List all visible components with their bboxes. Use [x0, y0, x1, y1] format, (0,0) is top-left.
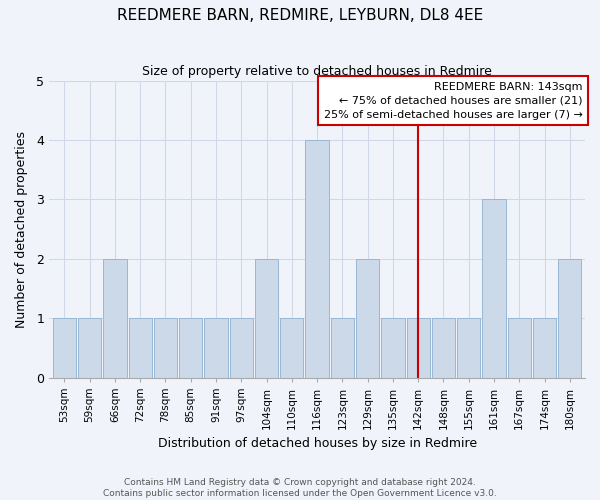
- Text: REEDMERE BARN: 143sqm
← 75% of detached houses are smaller (21)
25% of semi-deta: REEDMERE BARN: 143sqm ← 75% of detached …: [323, 82, 583, 120]
- X-axis label: Distribution of detached houses by size in Redmire: Distribution of detached houses by size …: [158, 437, 476, 450]
- Bar: [128, 318, 152, 378]
- Text: Contains HM Land Registry data © Crown copyright and database right 2024.
Contai: Contains HM Land Registry data © Crown c…: [103, 478, 497, 498]
- Bar: [154, 318, 177, 378]
- Bar: [457, 318, 481, 378]
- Y-axis label: Number of detached properties: Number of detached properties: [15, 130, 28, 328]
- Bar: [179, 318, 202, 378]
- Bar: [533, 318, 556, 378]
- Bar: [381, 318, 404, 378]
- Title: Size of property relative to detached houses in Redmire: Size of property relative to detached ho…: [142, 65, 492, 78]
- Bar: [78, 318, 101, 378]
- Bar: [508, 318, 531, 378]
- Bar: [280, 318, 304, 378]
- Bar: [432, 318, 455, 378]
- Text: REEDMERE BARN, REDMIRE, LEYBURN, DL8 4EE: REEDMERE BARN, REDMIRE, LEYBURN, DL8 4EE: [117, 8, 483, 22]
- Bar: [255, 258, 278, 378]
- Bar: [407, 318, 430, 378]
- Bar: [53, 318, 76, 378]
- Bar: [103, 258, 127, 378]
- Bar: [331, 318, 354, 378]
- Bar: [558, 258, 581, 378]
- Bar: [356, 258, 379, 378]
- Bar: [205, 318, 227, 378]
- Bar: [230, 318, 253, 378]
- Bar: [305, 140, 329, 378]
- Bar: [482, 200, 506, 378]
